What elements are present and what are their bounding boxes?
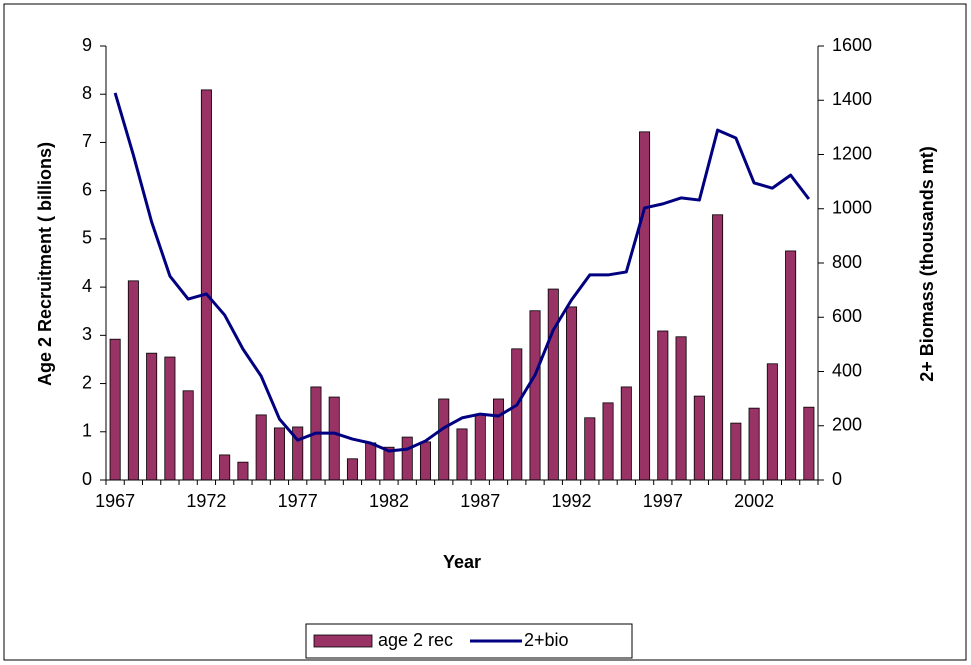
y2-tick-label: 800	[832, 252, 862, 272]
bar	[419, 441, 431, 481]
x-tick-label: 1977	[278, 491, 318, 511]
x-tick-label: 1982	[369, 491, 409, 511]
bar	[401, 436, 413, 481]
legend-label: age 2 rec	[378, 630, 453, 650]
y2-tick-label: 1400	[832, 89, 872, 109]
bar	[566, 306, 578, 481]
bar	[766, 363, 778, 481]
bar	[748, 407, 760, 481]
bar	[146, 352, 158, 481]
bar	[365, 442, 377, 481]
x-axis-title: Year	[443, 552, 481, 572]
bar	[785, 250, 797, 481]
bar	[456, 428, 468, 481]
x-tick-label: 1987	[460, 491, 500, 511]
bar	[346, 458, 358, 481]
y-tick-label: 0	[82, 469, 92, 489]
chart-border	[3, 3, 967, 661]
bar	[109, 338, 121, 481]
y2-tick-label: 1000	[832, 198, 872, 218]
bar	[602, 402, 614, 481]
bar	[529, 310, 541, 481]
y-tick-label: 9	[82, 35, 92, 55]
y-tick-label: 2	[82, 372, 92, 392]
y-tick-label: 1	[82, 421, 92, 441]
y2-tick-label: 400	[832, 360, 862, 380]
y-tick-label: 8	[82, 83, 92, 103]
y2-tick-label: 0	[832, 469, 842, 489]
bar	[273, 427, 285, 481]
bar	[803, 406, 815, 481]
y-tick-label: 5	[82, 228, 92, 248]
bar	[200, 89, 212, 481]
y-axis-title: Age 2 Recruitment ( billions)	[35, 142, 55, 386]
bar	[620, 386, 632, 481]
bar	[547, 288, 559, 481]
y2-tick-label: 1200	[832, 143, 872, 163]
bar	[693, 395, 705, 481]
bar	[237, 461, 249, 481]
y2-tick-label: 200	[832, 415, 862, 435]
line	[113, 92, 811, 453]
x-tick-label: 1992	[552, 491, 592, 511]
y-tick-label: 4	[82, 276, 92, 296]
bar	[584, 417, 596, 481]
y2-tick-label: 600	[832, 306, 862, 326]
x-tick-label: 1997	[643, 491, 683, 511]
y2-axis-title: 2+ Biomass (thousands mt)	[917, 146, 937, 382]
bar	[328, 396, 340, 481]
bar	[474, 414, 486, 481]
y2-tick-label: 1600	[832, 35, 872, 55]
legend-swatch	[313, 634, 373, 648]
bar	[164, 356, 176, 481]
bar	[657, 330, 669, 481]
y-tick-label: 6	[82, 179, 92, 199]
bar	[712, 214, 724, 481]
x-tick-label: 1972	[186, 491, 226, 511]
bar	[255, 414, 267, 481]
x-tick-label: 2002	[734, 491, 774, 511]
x-tick-label: 1967	[95, 491, 135, 511]
y-tick-label: 7	[82, 131, 92, 151]
y-tick-label: 3	[82, 324, 92, 344]
legend-label: 2+bio	[524, 630, 569, 650]
bar	[127, 280, 139, 481]
bar	[639, 131, 651, 481]
bar	[493, 398, 505, 481]
bar	[675, 336, 687, 481]
bar	[182, 390, 194, 481]
bar	[438, 398, 450, 481]
bar	[511, 348, 523, 481]
bar	[730, 422, 742, 481]
bar	[219, 454, 231, 481]
